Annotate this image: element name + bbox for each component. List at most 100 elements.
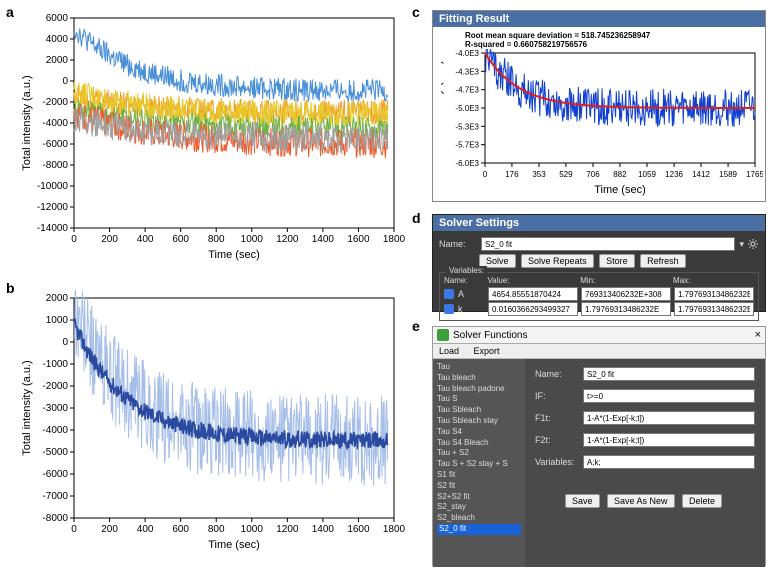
e-f2-input[interactable]	[583, 433, 755, 447]
solver-settings-window: Solver Settings Name: ▾ Solve Solve Repe…	[432, 214, 766, 312]
svg-text:-4000: -4000	[42, 425, 68, 436]
svg-text:-4.3E3: -4.3E3	[455, 67, 479, 76]
variables-legend: Variables:	[446, 266, 487, 275]
svg-text:2000: 2000	[46, 293, 69, 304]
svg-text:882: 882	[613, 170, 627, 179]
svg-text:706: 706	[586, 170, 600, 179]
r2-text: R-squared = 0.660758219756576	[465, 40, 757, 49]
variable-min-input[interactable]	[581, 302, 671, 316]
chart-a: 020040060080010001200140016001800-14000-…	[16, 10, 406, 270]
list-item[interactable]: Tau S + S2 stay + S	[437, 459, 521, 470]
svg-text:-1000: -1000	[42, 359, 68, 370]
svg-text:600: 600	[172, 234, 189, 245]
variable-row: A	[444, 287, 754, 301]
variable-name: k	[458, 304, 488, 314]
panel-b-label: b	[6, 280, 15, 296]
svg-text:-8000: -8000	[42, 160, 68, 171]
svg-text:Time (sec): Time (sec)	[208, 249, 260, 261]
svg-text:Total intensity (a.u.): Total intensity (a.u.)	[21, 75, 33, 170]
svg-text:-5.3E3: -5.3E3	[455, 122, 479, 131]
svg-text:529: 529	[559, 170, 573, 179]
list-item[interactable]: S2+S2 fit	[437, 492, 521, 503]
list-item[interactable]: Tau Sbleach	[437, 405, 521, 416]
svg-text:-14000: -14000	[37, 223, 69, 234]
list-item[interactable]: Tau S4	[437, 427, 521, 438]
panel-e-label: e	[412, 318, 420, 334]
svg-text:1800: 1800	[383, 234, 406, 245]
variable-value-input[interactable]	[488, 287, 578, 301]
variable-checkbox[interactable]	[444, 289, 454, 299]
list-item[interactable]: Tau S	[437, 394, 521, 405]
list-item[interactable]: S2_stay	[437, 502, 521, 513]
list-item[interactable]: Tau S4 Bleach	[437, 438, 521, 449]
svg-text:-6000: -6000	[42, 139, 68, 150]
e-name-input[interactable]	[583, 367, 755, 381]
col-max: Max:	[673, 276, 754, 285]
list-item[interactable]: S2_bleach	[437, 513, 521, 524]
svg-text:1600: 1600	[347, 524, 370, 535]
gear-icon[interactable]	[747, 238, 759, 250]
svg-text:4000: 4000	[46, 34, 69, 45]
list-item[interactable]: Tau bleach padone	[437, 384, 521, 395]
list-item[interactable]: Tau	[437, 362, 521, 373]
list-item[interactable]: Tau + S2	[437, 448, 521, 459]
list-item[interactable]: Tau Sbleach stay	[437, 416, 521, 427]
variable-checkbox[interactable]	[444, 304, 454, 314]
fitting-result-body: Root mean square deviation = 518.7452362…	[433, 27, 765, 207]
svg-text:600: 600	[172, 524, 189, 535]
svg-text:-6000: -6000	[42, 469, 68, 480]
svg-text:1765: 1765	[746, 170, 763, 179]
svg-text:0: 0	[71, 234, 77, 245]
svg-text:800: 800	[208, 524, 225, 535]
svg-text:-5.0E3: -5.0E3	[455, 104, 479, 113]
variable-min-input[interactable]	[581, 287, 671, 301]
svg-text:Total intensity (a.u.): Total intensity (a.u.)	[21, 360, 33, 455]
variables-group: Variables: Name: Value: Min: Max: Ak	[439, 272, 759, 321]
svg-text:-4.0E3: -4.0E3	[455, 49, 479, 58]
close-icon[interactable]: ×	[755, 329, 761, 341]
variable-name: A	[458, 289, 488, 299]
svg-text:Time (sec): Time (sec)	[594, 184, 646, 196]
svg-text:Time (sec): Time (sec)	[208, 539, 260, 551]
fitting-result-window: Fitting Result Root mean square deviatio…	[432, 10, 766, 202]
svg-text:0: 0	[71, 524, 77, 535]
svg-text:0: 0	[62, 76, 68, 87]
e-delete-button[interactable]: Delete	[682, 494, 722, 508]
variable-max-input[interactable]	[674, 287, 754, 301]
e-saveasnew-button[interactable]: Save As New	[607, 494, 675, 508]
store-button[interactable]: Store	[599, 254, 635, 268]
svg-text:-2000: -2000	[42, 381, 68, 392]
e-f1-input[interactable]	[583, 411, 755, 425]
function-list[interactable]: TauTau bleachTau bleach padoneTau STau S…	[433, 359, 525, 567]
list-item[interactable]: S2 fit	[437, 481, 521, 492]
svg-text:1400: 1400	[312, 234, 335, 245]
svg-text:6000: 6000	[46, 13, 69, 24]
menu-load[interactable]: Load	[439, 346, 459, 356]
solve-repeats-button[interactable]: Solve Repeats	[521, 254, 594, 268]
svg-text:1412: 1412	[692, 170, 710, 179]
refresh-button[interactable]: Refresh	[640, 254, 686, 268]
svg-text:400: 400	[137, 524, 154, 535]
e-if-input[interactable]	[583, 389, 755, 403]
svg-text:-6.0E3: -6.0E3	[455, 159, 479, 168]
svg-text:200: 200	[101, 234, 118, 245]
svg-text:1000: 1000	[241, 524, 264, 535]
chart-b: 020040060080010001200140016001800-8000-7…	[16, 290, 406, 560]
svg-text:1000: 1000	[46, 315, 69, 326]
svg-text:1200: 1200	[276, 524, 299, 535]
svg-text:1800: 1800	[383, 524, 406, 535]
menu-export[interactable]: Export	[474, 346, 500, 356]
variable-value-input[interactable]	[488, 302, 578, 316]
list-item[interactable]: S1 fit	[437, 470, 521, 481]
e-name-label: Name:	[535, 369, 583, 379]
dropdown-icon[interactable]: ▾	[739, 239, 744, 250]
svg-text:-10000: -10000	[37, 181, 69, 192]
e-save-button[interactable]: Save	[565, 494, 600, 508]
svg-text:-7000: -7000	[42, 491, 68, 502]
variable-max-input[interactable]	[674, 302, 754, 316]
solver-name-input[interactable]	[481, 237, 735, 251]
svg-text:-5000: -5000	[42, 447, 68, 458]
list-item[interactable]: S2_0 fit	[437, 524, 521, 535]
list-item[interactable]: Tau bleach	[437, 373, 521, 384]
e-vars-input[interactable]	[583, 455, 755, 469]
